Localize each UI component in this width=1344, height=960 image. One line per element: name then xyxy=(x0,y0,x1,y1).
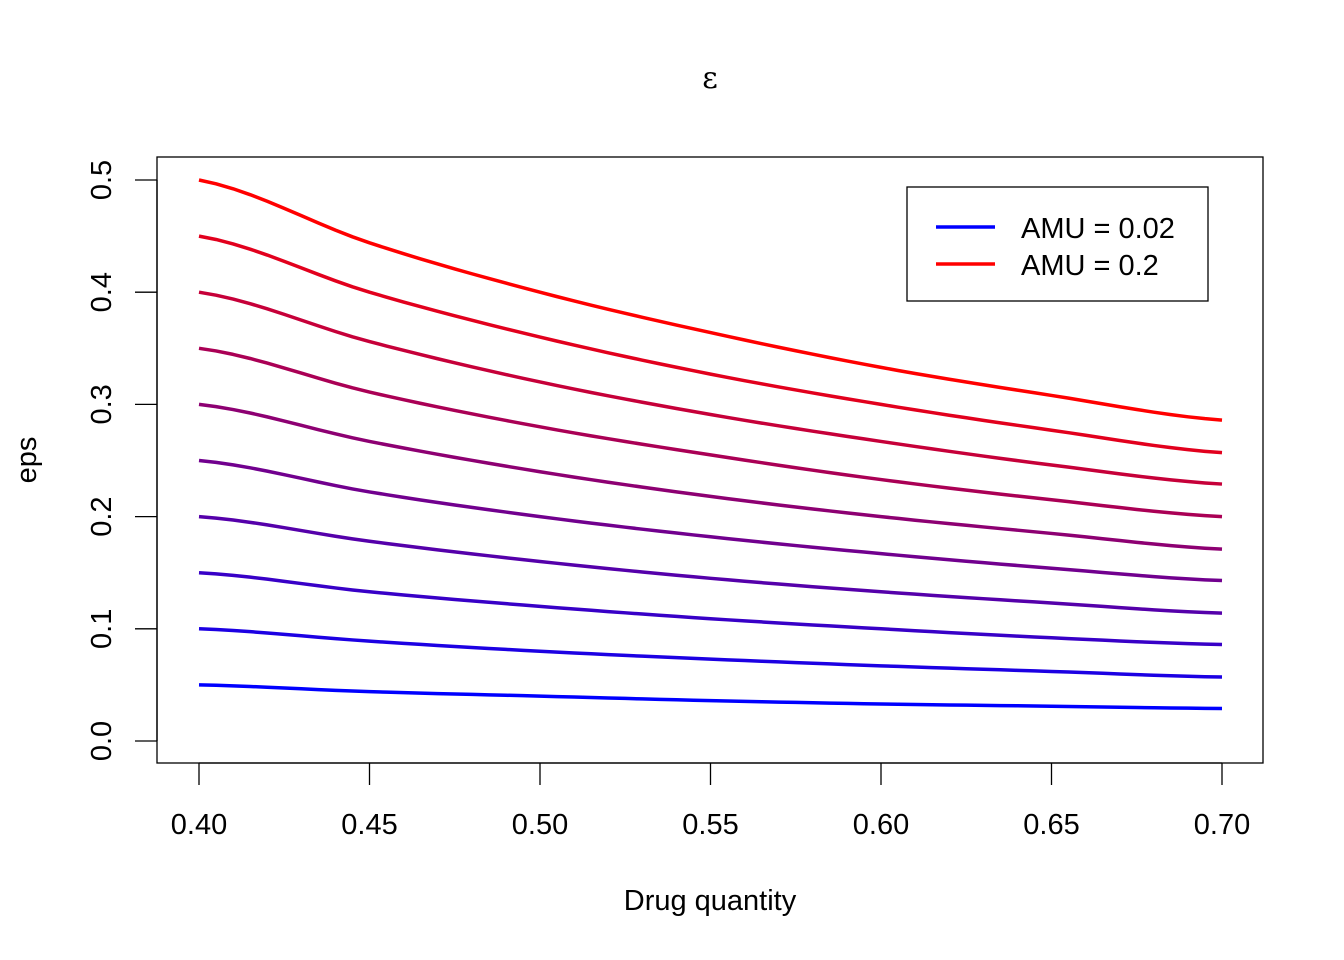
series-line-1 xyxy=(198,683,1223,711)
x-axis-label: Drug quantity xyxy=(624,885,797,917)
y-tick-label: 0.5 xyxy=(86,160,118,200)
legend: AMU = 0.02 AMU = 0.2 xyxy=(906,186,1209,302)
series-line-6 xyxy=(198,402,1223,551)
y-tick-label: 0.2 xyxy=(86,496,118,536)
series-group xyxy=(198,178,1223,711)
y-tick-label: 0.3 xyxy=(86,384,118,424)
y-axis-label: eps xyxy=(11,437,43,484)
x-axis: 0.40 0.45 0.50 0.55 0.60 0.65 0.70 xyxy=(171,762,1250,841)
series-line-8 xyxy=(198,290,1223,486)
x-tick-label: 0.50 xyxy=(512,809,568,841)
legend-label-amu-0.2: AMU = 0.2 xyxy=(1021,250,1159,282)
y-tick-label: 0.1 xyxy=(86,609,118,649)
series-line-5 xyxy=(198,458,1223,583)
series-line-4 xyxy=(198,514,1223,615)
y-axis: 0.0 0.1 0.2 0.3 0.4 0.5 xyxy=(86,160,158,761)
x-tick-label: 0.55 xyxy=(682,809,738,841)
series-line-9 xyxy=(198,234,1223,455)
series-line-2 xyxy=(198,627,1223,679)
y-tick-label: 0.4 xyxy=(86,272,118,312)
y-tick-label: 0.0 xyxy=(86,721,118,761)
series-line-7 xyxy=(198,346,1223,519)
series-line-3 xyxy=(198,570,1223,647)
legend-box xyxy=(906,186,1209,302)
x-tick-label: 0.70 xyxy=(1194,809,1250,841)
series-line-10 xyxy=(198,178,1223,422)
x-tick-label: 0.60 xyxy=(853,809,909,841)
x-tick-label: 0.45 xyxy=(341,809,397,841)
chart-title: ε xyxy=(702,61,718,96)
legend-label-amu-0.02: AMU = 0.02 xyxy=(1021,213,1175,245)
x-tick-label: 0.40 xyxy=(171,809,227,841)
x-tick-label: 0.65 xyxy=(1023,809,1079,841)
